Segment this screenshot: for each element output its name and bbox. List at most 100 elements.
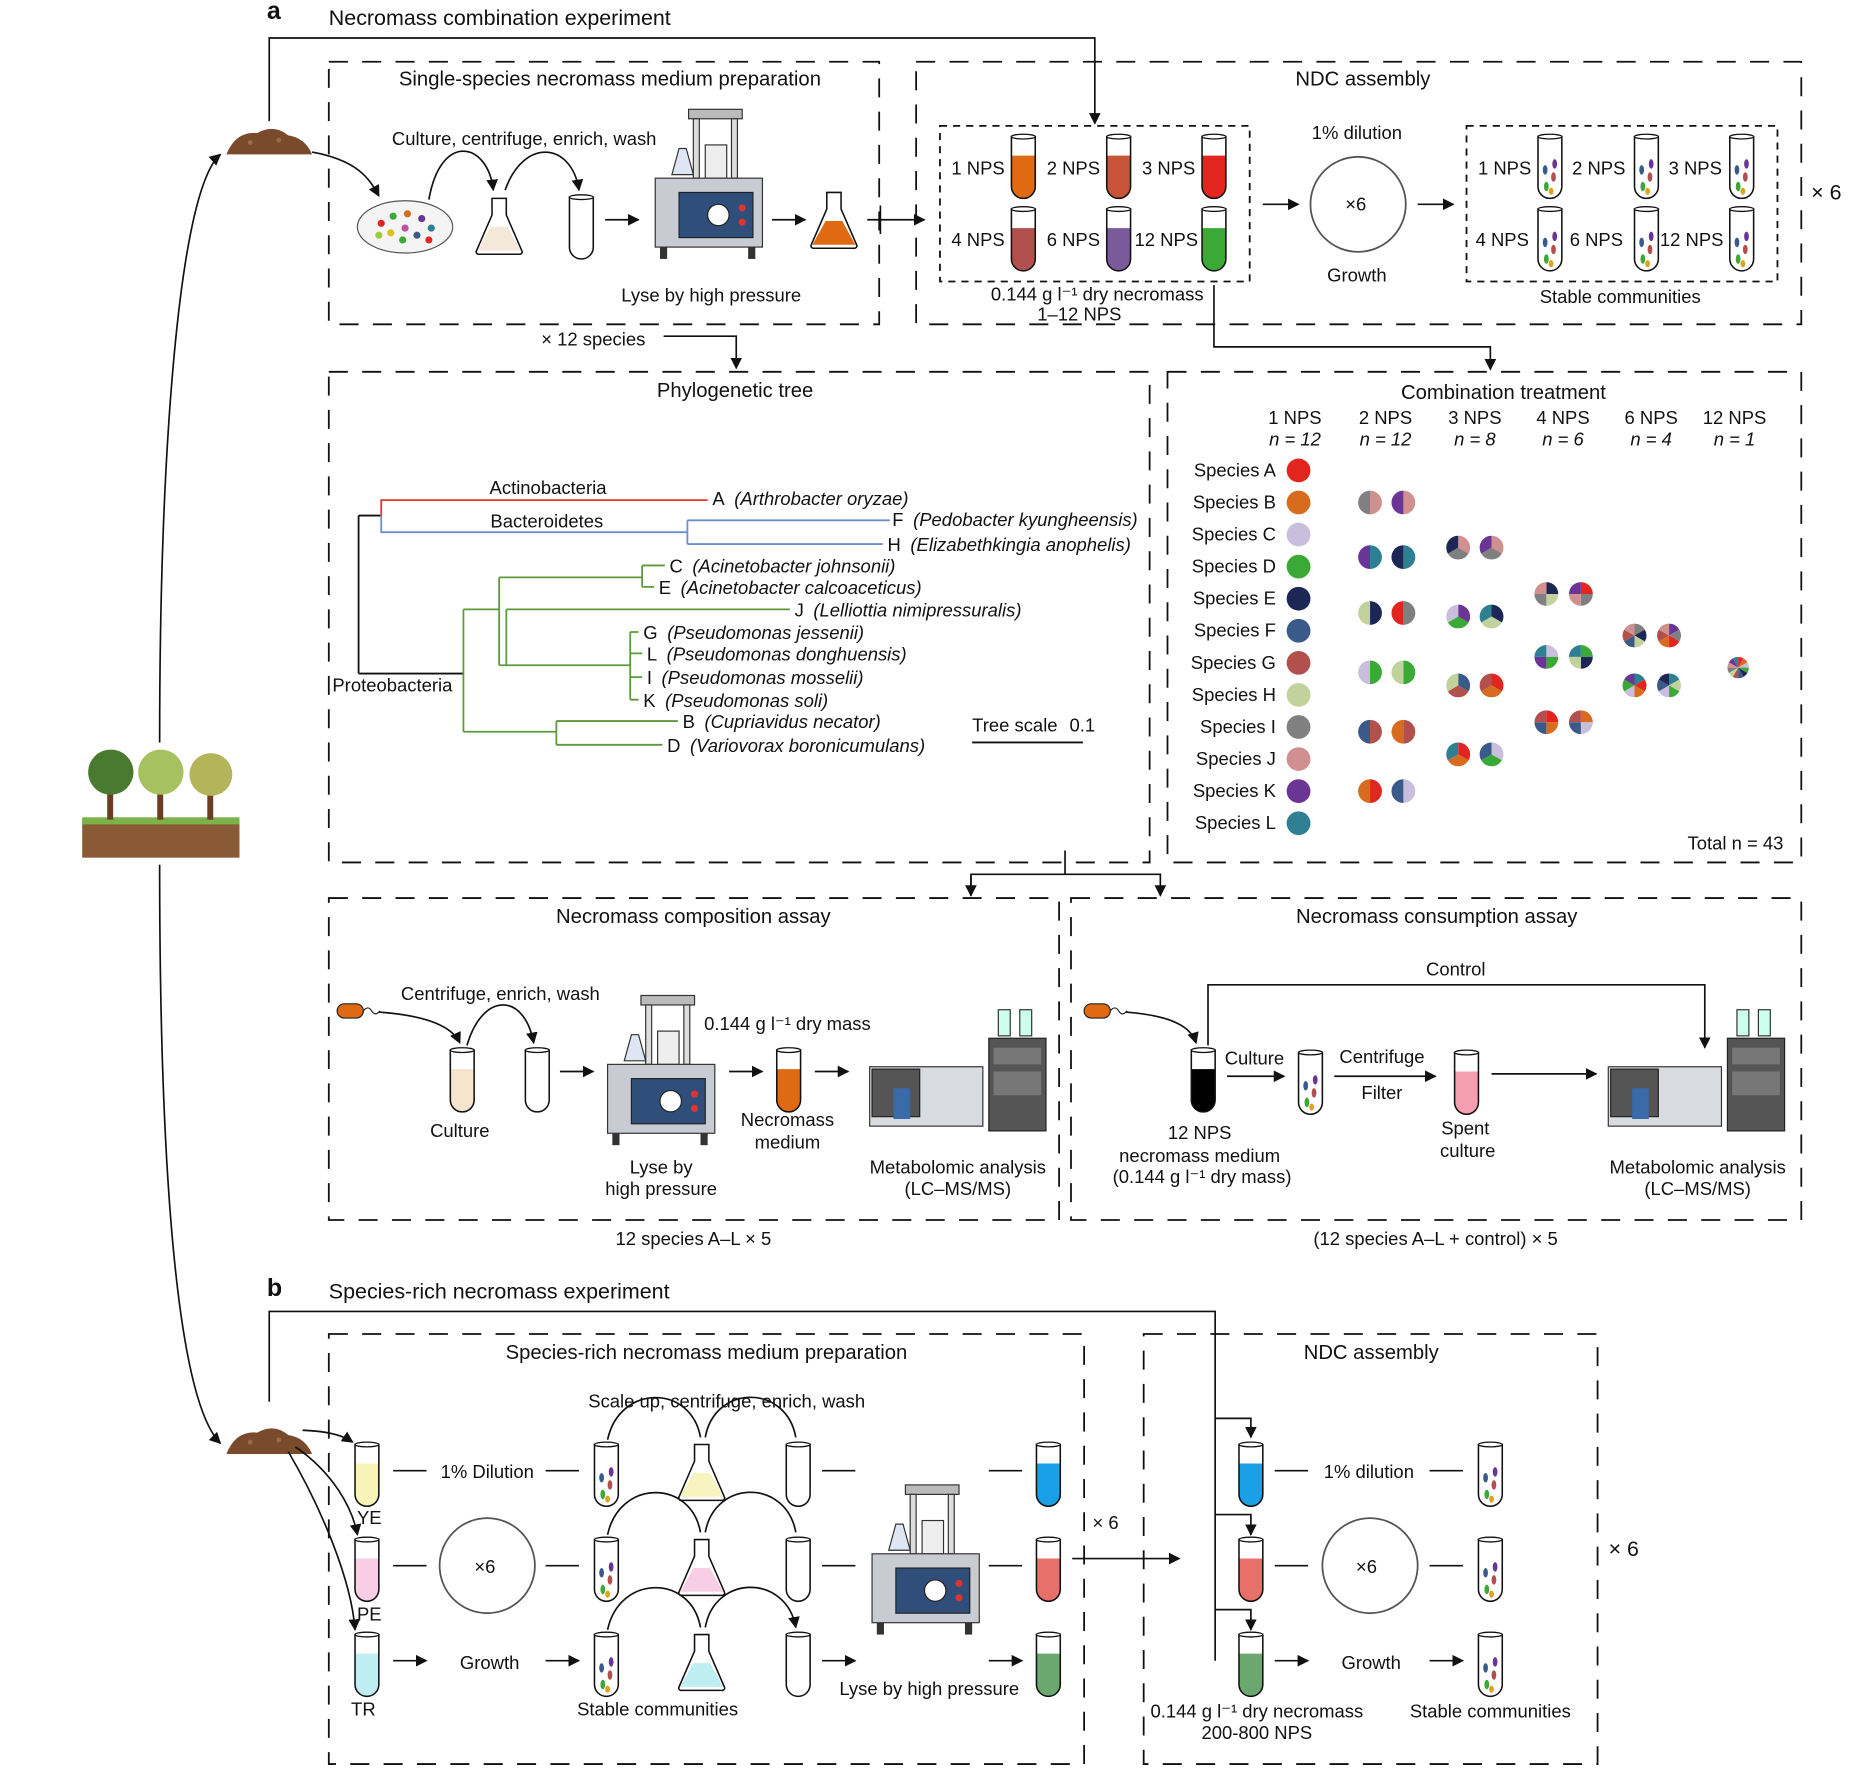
- species-label: Species A: [1194, 459, 1277, 480]
- pie-slice-species-b: [1634, 685, 1645, 698]
- combination-treatment-title: Combination treatment: [1401, 382, 1606, 404]
- species-name: (Pedobacter kyungheensis): [913, 509, 1138, 530]
- pie-slice-species-c: [1446, 604, 1459, 623]
- pie-slice-species-k: [1728, 658, 1739, 668]
- pie-slice-species-k: [1479, 535, 1492, 554]
- pie-slice-species-a: [1391, 601, 1404, 625]
- species-letter: L: [647, 644, 657, 665]
- species-label: Species B: [1193, 491, 1276, 512]
- pie-slice-species-i: [1634, 623, 1645, 636]
- forest-landscape-icon: [82, 749, 240, 858]
- pie-slice-species-j: [1403, 490, 1416, 515]
- combination-pie: [1622, 623, 1647, 648]
- pie-slice-species-j: [1370, 490, 1382, 515]
- column-nps-label: 3 NPS: [1448, 407, 1501, 428]
- species-label: Species L: [1195, 812, 1276, 833]
- combination-pie: [1391, 779, 1416, 804]
- tree-leaf-label: G (Pseudomonas jessenii): [643, 622, 864, 643]
- pie-slice-species-g: [1657, 629, 1670, 642]
- combination-pie: [1534, 645, 1559, 669]
- necromass-tube-icon: [1238, 1441, 1264, 1508]
- pie-slice-species-h: [1446, 673, 1459, 692]
- pie-slice-species-c: [1624, 685, 1635, 698]
- prep-step-label: Culture, centrifuge, enrich, wash: [392, 128, 657, 149]
- pellet-tube-icon: [785, 1536, 811, 1603]
- necromass-tube-icon: [1201, 205, 1227, 272]
- combination-pie: [1568, 582, 1593, 606]
- necromass-tube-icon: [1238, 1536, 1264, 1603]
- pie-slice-species-f: [1458, 673, 1471, 692]
- pie-slice-species-e: [1370, 601, 1382, 625]
- necromass-tube-icon: [1201, 133, 1227, 200]
- species-letter: G: [643, 622, 657, 643]
- combination-pie: [1358, 545, 1382, 570]
- nps-label: 2 NPS: [1572, 158, 1625, 179]
- pellet-tube-icon: [785, 1631, 811, 1698]
- species-name: (Variovorax boronicumulans): [690, 735, 925, 756]
- column-nps-label: 12 NPS: [1703, 407, 1767, 428]
- total-n-label: Total n = 43: [1688, 832, 1784, 853]
- composition-step-label: Centrifuge, enrich, wash: [401, 983, 600, 1004]
- species-letter: C: [670, 556, 683, 577]
- species-letter: F: [892, 509, 903, 530]
- pie-slice-species-j: [1624, 623, 1635, 636]
- nps-label: 4 NPS: [1476, 229, 1529, 250]
- species-color-dot: [1286, 811, 1311, 836]
- pie-slice-species-g: [1479, 673, 1492, 692]
- pie-slice-species-l: [1403, 545, 1416, 570]
- pie-slice-species-b: [1658, 635, 1670, 648]
- pie-slice-species-f: [1358, 719, 1371, 744]
- species-label: Species F: [1194, 620, 1276, 641]
- phylogenetic-tree-box: [327, 370, 1151, 864]
- panel-b-letter: b: [267, 1274, 282, 1302]
- species-label: Species I: [1200, 716, 1276, 737]
- ndc-assembly-b-box: [1142, 1333, 1599, 1765]
- bacterium-icon: [336, 1003, 381, 1019]
- pie-slice-species-a: [1580, 582, 1593, 594]
- pie-slice-species-j: [1491, 535, 1504, 554]
- tree-scale-label: Tree scale 0.1: [972, 715, 1095, 736]
- high-pressure-lyser-icon: [606, 994, 716, 1146]
- combination-pie: [1391, 601, 1416, 625]
- pie-slice-species-j: [1727, 662, 1739, 668]
- species-color-dot: [1286, 586, 1311, 611]
- pellet-tube-icon: [785, 1441, 811, 1508]
- filter-label: Filter: [1361, 1082, 1402, 1103]
- combination-pie: [1657, 623, 1681, 648]
- pie-slice-species-h: [1391, 660, 1404, 685]
- pie-slice-species-h: [1358, 601, 1371, 625]
- pie-slice-species-c: [1546, 645, 1559, 657]
- control-label: Control: [1426, 958, 1485, 979]
- species-letter: B: [683, 711, 695, 732]
- species-color-dot: [1286, 779, 1311, 804]
- nps-medium-label-3: (0.144 g l⁻¹ dry mass): [1113, 1166, 1292, 1187]
- species-name: (Acinetobacter calcoaceticus): [681, 577, 922, 598]
- column-nps-label: 4 NPS: [1536, 407, 1589, 428]
- combination-pie: [1358, 779, 1382, 804]
- pie-slice-species-d: [1669, 685, 1680, 698]
- species-name: (Pseudomonas mosselii): [662, 667, 864, 688]
- species-label: Species D: [1192, 556, 1276, 577]
- pellet-tube-icon: [524, 1046, 550, 1113]
- growth-label: Growth: [1327, 265, 1386, 286]
- pie-slice-species-l: [1732, 656, 1739, 668]
- stable-communities-label: Stable communities: [1540, 286, 1701, 307]
- consumption-footer: (12 species A–L + control) × 5: [1313, 1228, 1557, 1249]
- combination-pie: [1479, 742, 1504, 767]
- species-letter: D: [667, 735, 680, 756]
- pie-slice-species-e: [1634, 629, 1647, 642]
- community-tube-icon: [1729, 133, 1755, 200]
- species-letter: J: [795, 600, 804, 621]
- pie-slice-species-g: [1403, 719, 1416, 744]
- combination-pie: [1534, 582, 1559, 606]
- pie-slice-species-h: [1634, 635, 1645, 648]
- pie-slice-species-h: [1728, 667, 1739, 677]
- lc-ms-instrument-icon: [869, 1009, 1047, 1132]
- combination-pie: [1479, 673, 1504, 698]
- necromass-tube-icon: [1035, 1536, 1062, 1603]
- species-color-dot: [1286, 618, 1311, 643]
- pie-slice-species-d: [1370, 660, 1382, 685]
- pie-slice-species-i: [1534, 593, 1547, 606]
- combination-pie: [1446, 742, 1471, 767]
